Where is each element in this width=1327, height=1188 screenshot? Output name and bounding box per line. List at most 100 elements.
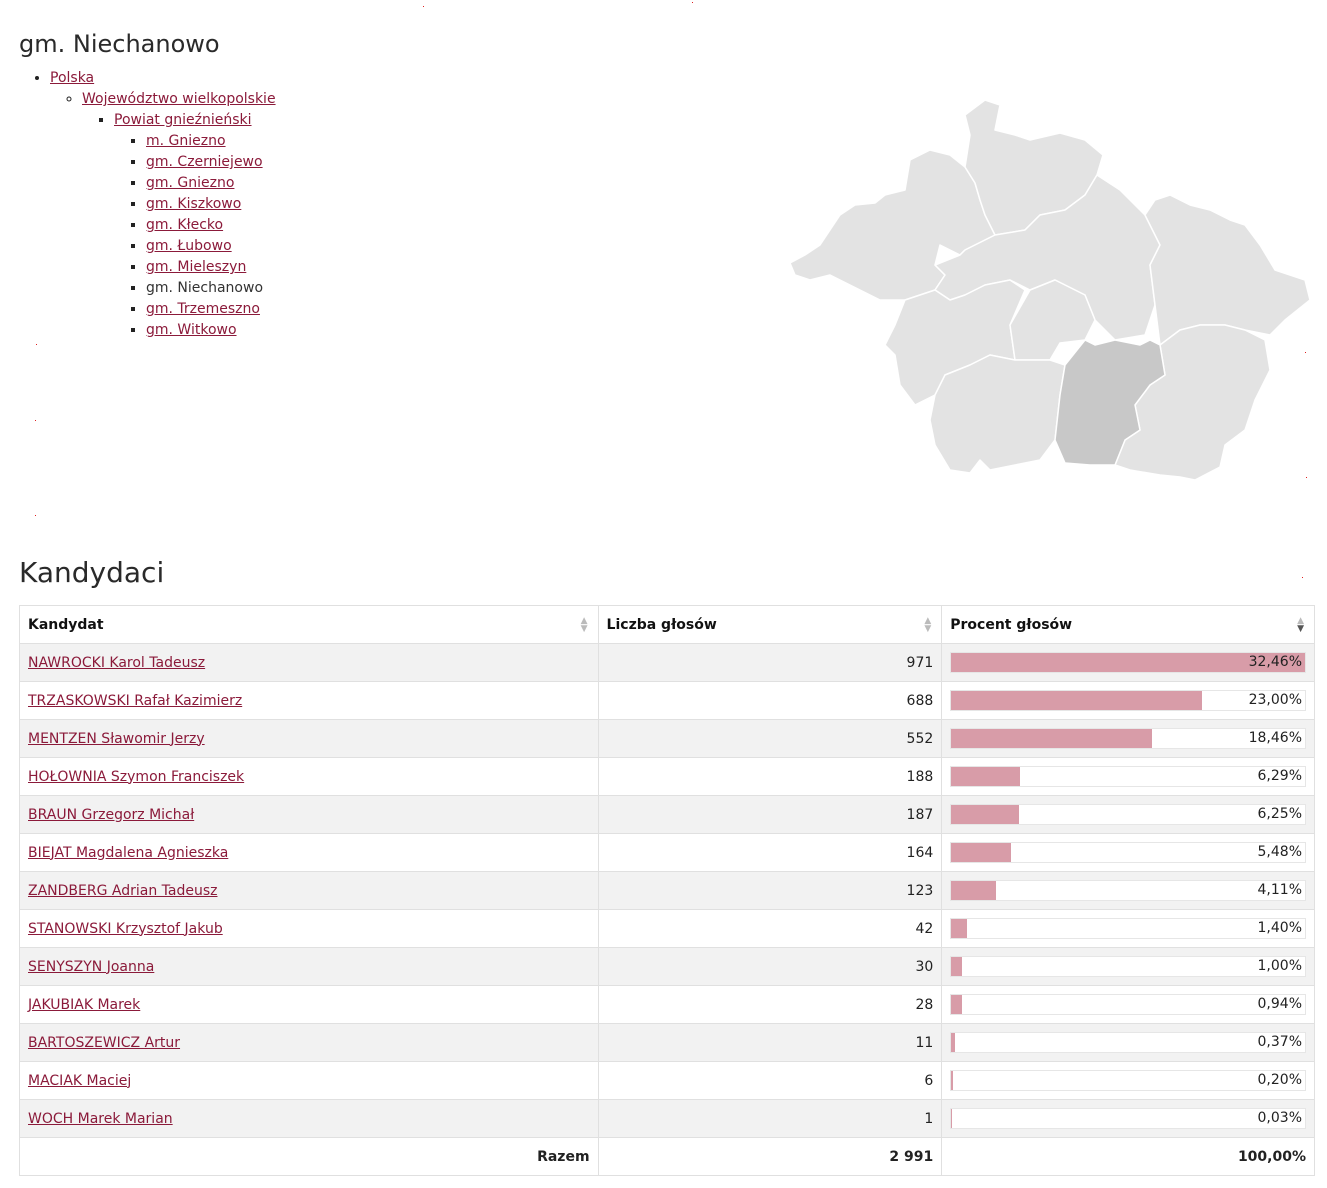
municipality-item: gm. Niechanowo	[146, 278, 276, 299]
header-percent[interactable]: Procent głosów ▲ ▼	[941, 605, 1315, 644]
votes-cell: 552	[597, 719, 943, 758]
percent-bar: 0,37%	[950, 1032, 1306, 1053]
municipality-item: gm. Trzemeszno	[146, 299, 276, 320]
total-label: Razem	[19, 1137, 599, 1176]
header-candidate-label: Kandydat	[28, 616, 104, 633]
candidate-link[interactable]: BRAUN Grzegorz Michał	[28, 806, 195, 823]
table-row: NAWROCKI Karol Tadeusz 971 32,46%	[19, 643, 1315, 682]
table-row: ZANDBERG Adrian Tadeusz 123 4,11%	[19, 871, 1315, 910]
artifact-dot	[1305, 352, 1306, 353]
votes-cell: 164	[597, 833, 943, 872]
municipality-link[interactable]: gm. Kłecko	[146, 217, 224, 233]
candidate-link[interactable]: MENTZEN Sławomir Jerzy	[28, 730, 205, 747]
sort-desc-icon: ▲ ▼	[1297, 616, 1304, 634]
percent-cell: 1,00%	[941, 947, 1315, 986]
page-title: gm. Niechanowo	[19, 30, 220, 58]
municipality-link[interactable]: gm. Łubowo	[146, 238, 232, 254]
map-region-gniezno-city[interactable]	[1009, 279, 1096, 361]
percent-cell: 5,48%	[941, 833, 1315, 872]
table-row: BRAUN Grzegorz Michał 187 6,25%	[19, 795, 1315, 834]
percent-label: 4,11%	[1257, 882, 1302, 898]
candidate-link[interactable]: BIEJAT Magdalena Agnieszka	[28, 844, 229, 861]
candidate-link[interactable]: MACIAK Maciej	[28, 1072, 132, 1089]
percent-cell: 4,11%	[941, 871, 1315, 910]
map-region-witkowo[interactable]	[1144, 194, 1311, 346]
percent-label: 0,03%	[1257, 1110, 1302, 1126]
percent-bar: 0,03%	[950, 1108, 1306, 1129]
breadcrumb-link-voivodeship[interactable]: Województwo wielkopolskie	[82, 91, 276, 107]
table-row: HOŁOWNIA Szymon Franciszek 188 6,29%	[19, 757, 1315, 796]
breadcrumb-level-country: Polska Województwo wielkopolskie Powiat …	[18, 68, 276, 341]
votes-cell: 42	[597, 909, 943, 948]
candidate-link[interactable]: SENYSZYN Joanna	[28, 958, 155, 975]
percent-bar-fill	[951, 653, 1305, 672]
percent-label: 1,40%	[1257, 920, 1302, 936]
candidate-cell: MENTZEN Sławomir Jerzy	[19, 719, 599, 758]
candidate-link[interactable]: NAWROCKI Karol Tadeusz	[28, 654, 206, 671]
candidate-link[interactable]: WOCH Marek Marian	[28, 1110, 173, 1127]
artifact-dot	[423, 6, 424, 7]
municipality-item: gm. Kiszkowo	[146, 194, 276, 215]
percent-bar-fill	[951, 805, 1020, 824]
breadcrumb-item-country: Polska Województwo wielkopolskie Powiat …	[50, 68, 276, 341]
candidate-link[interactable]: TRZASKOWSKI Rafał Kazimierz	[28, 692, 243, 709]
municipality-item: gm. Mieleszyn	[146, 257, 276, 278]
municipality-item: m. Gniezno	[146, 131, 276, 152]
municipality-link[interactable]: gm. Mieleszyn	[146, 259, 247, 275]
percent-cell: 0,94%	[941, 985, 1315, 1024]
municipality-link[interactable]: m. Gniezno	[146, 133, 226, 149]
header-candidate[interactable]: Kandydat ▲ ▼	[19, 605, 599, 644]
percent-bar-fill	[951, 957, 963, 976]
votes-cell: 30	[597, 947, 943, 986]
municipality-link[interactable]: gm. Witkowo	[146, 322, 237, 338]
percent-cell: 23,00%	[941, 681, 1315, 720]
percent-bar: 1,00%	[950, 956, 1306, 977]
candidate-link[interactable]: HOŁOWNIA Szymon Franciszek	[28, 768, 245, 785]
table-row: MENTZEN Sławomir Jerzy 552 18,46%	[19, 719, 1315, 758]
votes-cell: 28	[597, 985, 943, 1024]
percent-cell: 0,03%	[941, 1099, 1315, 1138]
municipality-item: gm. Gniezno	[146, 173, 276, 194]
table-header-row: Kandydat ▲ ▼ Liczba głosów ▲ ▼ Procent gło…	[19, 605, 1315, 644]
percent-bar: 0,94%	[950, 994, 1306, 1015]
candidate-cell: BARTOSZEWICZ Artur	[19, 1023, 599, 1062]
percent-bar: 6,25%	[950, 804, 1306, 825]
percent-label: 6,29%	[1257, 768, 1302, 784]
percent-cell: 32,46%	[941, 643, 1315, 682]
artifact-dot	[35, 515, 36, 516]
map-region-trzemeszno[interactable]	[929, 354, 1066, 474]
municipality-link[interactable]: gm. Gniezno	[146, 175, 235, 191]
municipality-link[interactable]: gm. Trzemeszno	[146, 301, 260, 317]
municipality-link[interactable]: gm. Czerniejewo	[146, 154, 263, 170]
header-votes[interactable]: Liczba głosów ▲ ▼	[597, 605, 943, 644]
map-region-niechanowo[interactable]	[1054, 339, 1166, 466]
votes-cell: 11	[597, 1023, 943, 1062]
breadcrumb-link-country[interactable]: Polska	[50, 70, 95, 86]
votes-cell: 123	[597, 871, 943, 910]
candidate-link[interactable]: BARTOSZEWICZ Artur	[28, 1034, 181, 1051]
candidate-link[interactable]: JAKUBIAK Marek	[28, 996, 141, 1013]
percent-bar: 23,00%	[950, 690, 1306, 711]
percent-label: 6,25%	[1257, 806, 1302, 822]
votes-cell: 188	[597, 757, 943, 796]
percent-bar-fill	[951, 995, 962, 1014]
table-row: SENYSZYN Joanna 30 1,00%	[19, 947, 1315, 986]
candidate-cell: MACIAK Maciej	[19, 1061, 599, 1100]
percent-label: 23,00%	[1248, 692, 1302, 708]
percent-bar-fill	[951, 767, 1020, 786]
artifact-dot	[1306, 477, 1307, 478]
percent-bar: 5,48%	[950, 842, 1306, 863]
breadcrumb-link-county[interactable]: Powiat gnieźnieński	[114, 112, 252, 128]
percent-bar: 6,29%	[950, 766, 1306, 787]
map-region-klecko[interactable]	[964, 99, 1104, 236]
sort-both-icon: ▲ ▼	[580, 616, 588, 634]
votes-cell: 688	[597, 681, 943, 720]
candidate-link[interactable]: STANOWSKI Krzysztof Jakub	[28, 920, 223, 937]
candidate-cell: ZANDBERG Adrian Tadeusz	[19, 871, 599, 910]
total-percent: 100,00%	[941, 1137, 1315, 1176]
candidate-link[interactable]: ZANDBERG Adrian Tadeusz	[28, 882, 218, 899]
municipality-link[interactable]: gm. Kiszkowo	[146, 196, 242, 212]
percent-bar: 32,46%	[950, 652, 1306, 673]
table-row: WOCH Marek Marian 1 0,03%	[19, 1099, 1315, 1138]
table-footer-row: Razem 2 991 100,00%	[19, 1137, 1315, 1176]
